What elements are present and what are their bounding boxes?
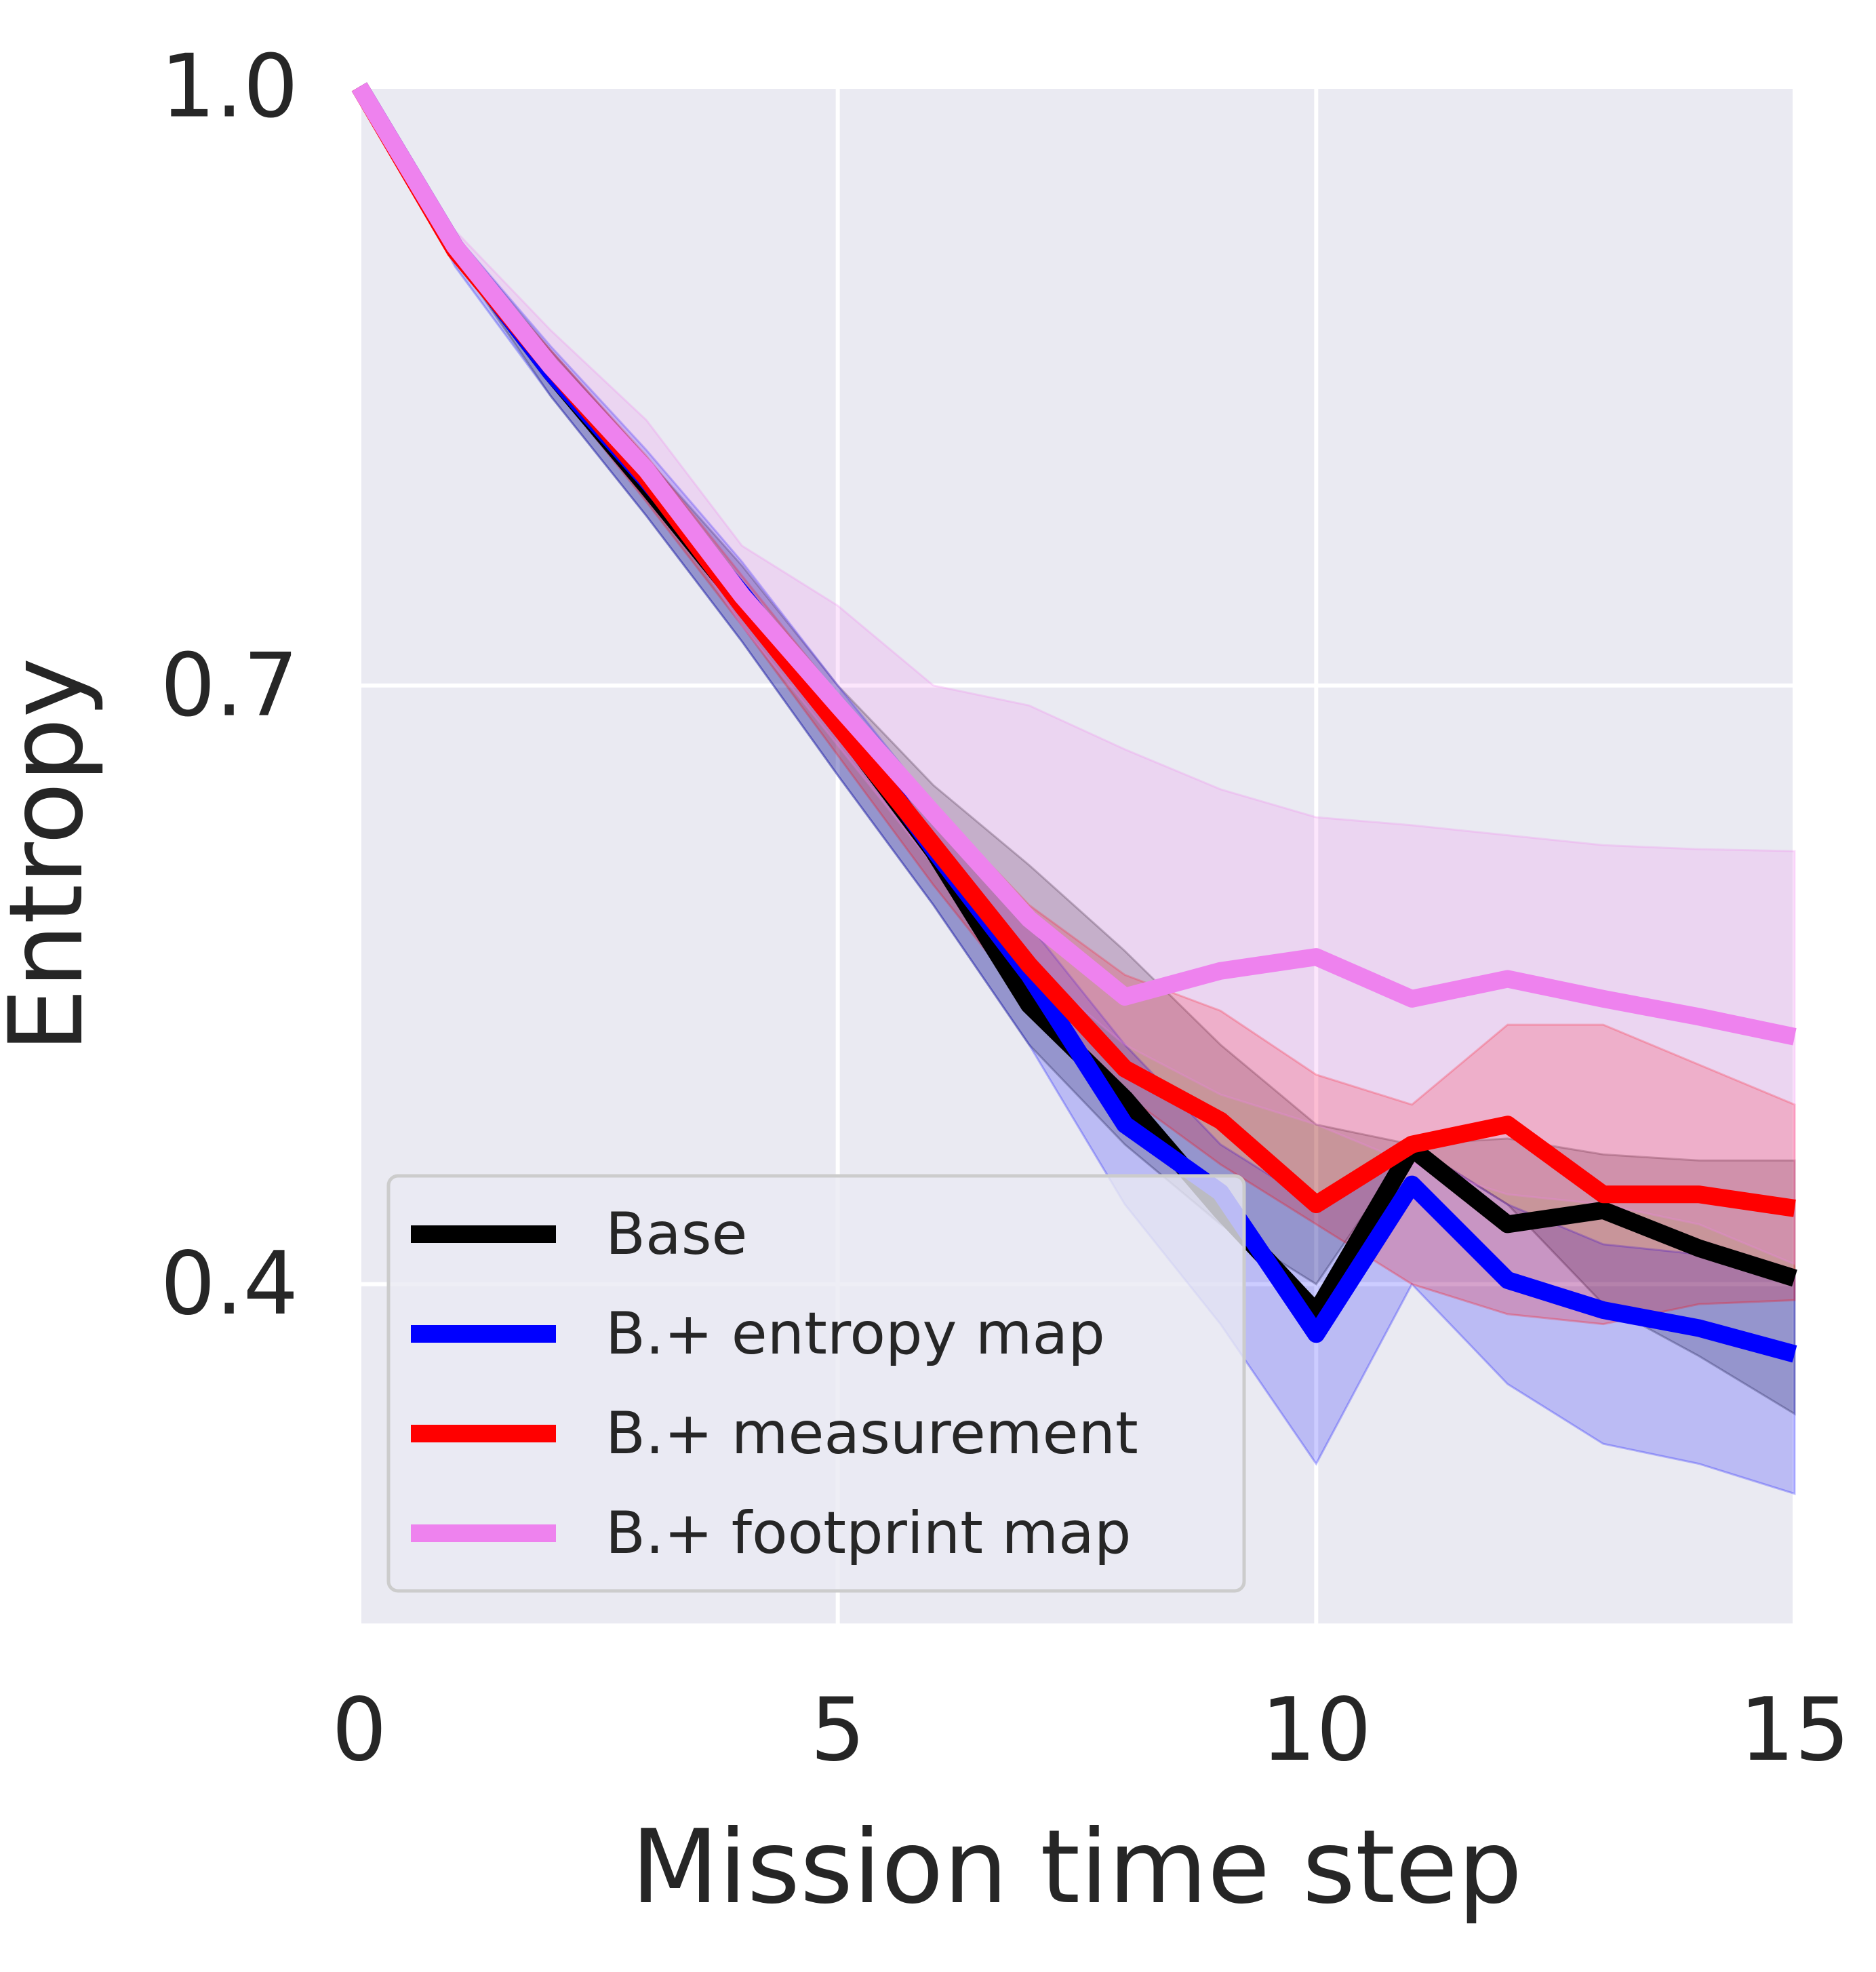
series-lines [351, 82, 1797, 1363]
y-tick-label: 0.7 [160, 635, 298, 736]
y-tick-label: 1.0 [160, 37, 298, 138]
legend-box [386, 1174, 1246, 1593]
legend: Base B.+ entropy map B.+ measurement B.+ fo… [386, 1174, 1246, 1593]
x-tick-label: 10 [1261, 1680, 1372, 1781]
legend-label-2: B.+ measurement [605, 1400, 1138, 1467]
band-series-3 [358, 86, 1796, 1266]
legend-label-3: B.+ footprint map [605, 1499, 1131, 1567]
x-axis-label: Mission time step [631, 1809, 1523, 1927]
legend-label-1: B.+ entropy map [605, 1300, 1105, 1368]
y-axis-label: Entropy [0, 658, 106, 1053]
grid-lines [357, 85, 1797, 1623]
band-series-0 [358, 86, 1796, 1416]
band-series-1 [358, 86, 1796, 1495]
x-tick-labels: 0 5 10 15 [332, 1680, 1850, 1781]
line-series-3 [351, 82, 1797, 1046]
y-tick-label: 0.4 [160, 1234, 298, 1335]
x-tick-label: 5 [810, 1680, 865, 1781]
y-tick-labels: 0.4 0.7 1.0 [160, 37, 298, 1335]
x-tick-label: 15 [1740, 1680, 1850, 1781]
x-tick-label: 0 [332, 1680, 386, 1781]
legend-label-0: Base [605, 1200, 747, 1268]
